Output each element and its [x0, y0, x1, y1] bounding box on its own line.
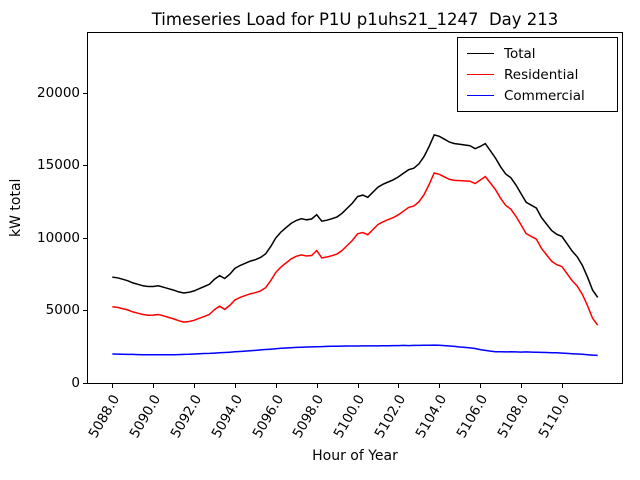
x-tick-mark-5090.0 [153, 384, 155, 388]
x-tick-label: 5098.0 [290, 392, 328, 441]
series-line-residential [112, 172, 599, 326]
x-axis-label: Hour of Year [312, 448, 398, 464]
x-tick-label: 5110.0 [535, 392, 573, 441]
plot-area: Total Residential Commercial [87, 32, 623, 384]
x-tick-label: 5106.0 [453, 392, 492, 441]
x-tick-mark-5096.0 [275, 384, 277, 388]
x-tick-mark-5094.0 [234, 384, 236, 388]
x-tick-mark-5092.0 [194, 384, 196, 388]
legend-row-residential: Residential [467, 64, 609, 85]
series-line-commercial [112, 344, 598, 357]
x-tick-mark-5100.0 [357, 384, 359, 388]
x-tick-label: 5094.0 [208, 392, 246, 441]
series-line-total [112, 134, 599, 298]
legend-row-total: Total [467, 43, 609, 64]
y-tick-mark-10000 [83, 237, 87, 239]
x-tick-label: 5092.0 [167, 392, 205, 441]
y-tick-mark-0 [83, 383, 87, 384]
y-tick-mark-15000 [83, 165, 87, 167]
x-tick-mark-5088.0 [112, 384, 114, 388]
y-tick-mark-5000 [83, 310, 87, 312]
x-tick-label: 5102.0 [371, 392, 410, 441]
x-tick-mark-5104.0 [439, 384, 441, 388]
legend-label-total: Total [504, 45, 536, 62]
legend-row-commercial: Commercial [467, 85, 609, 106]
x-tick-mark-5106.0 [480, 384, 482, 388]
y-tick-5000: 5000 [45, 302, 80, 319]
y-tick-20000: 20000 [37, 84, 80, 101]
legend: Total Residential Commercial [457, 37, 618, 112]
legend-swatch-commercial [467, 95, 494, 96]
x-tick-label: 5108.0 [494, 392, 532, 441]
y-tick-10000: 10000 [37, 229, 80, 246]
x-tick-mark-5110.0 [561, 384, 563, 388]
y-tick-15000: 15000 [37, 157, 80, 174]
legend-swatch-total [467, 53, 494, 54]
x-tick-mark-5102.0 [398, 384, 400, 388]
x-tick-label: 5090.0 [126, 392, 165, 441]
y-tick-mark-20000 [83, 92, 87, 94]
x-tick-mark-5108.0 [521, 384, 522, 388]
x-tick-mark-5098.0 [316, 384, 318, 388]
legend-swatch-residential [467, 74, 494, 75]
legend-label-residential: Residential [504, 66, 579, 83]
x-tick-label: 5100.0 [330, 392, 369, 441]
y-tick-0: 0 [71, 375, 80, 391]
x-tick-label: 5088.0 [85, 392, 124, 441]
legend-label-commercial: Commercial [504, 87, 585, 104]
plot-canvas [112, 134, 599, 357]
chart-title: Timeseries Load for P1U p1uhs21_1247 Day… [151, 10, 559, 29]
x-tick-label: 5096.0 [249, 392, 287, 441]
x-tick-label: 5104.0 [412, 392, 451, 441]
